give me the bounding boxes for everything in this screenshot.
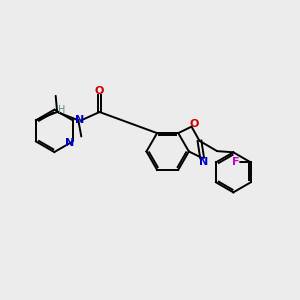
Text: N: N [75, 115, 84, 125]
Text: H: H [58, 105, 65, 115]
Text: F: F [232, 157, 239, 167]
Text: N: N [199, 157, 208, 167]
Text: O: O [189, 119, 199, 129]
Text: N: N [64, 138, 74, 148]
Text: O: O [95, 86, 104, 96]
